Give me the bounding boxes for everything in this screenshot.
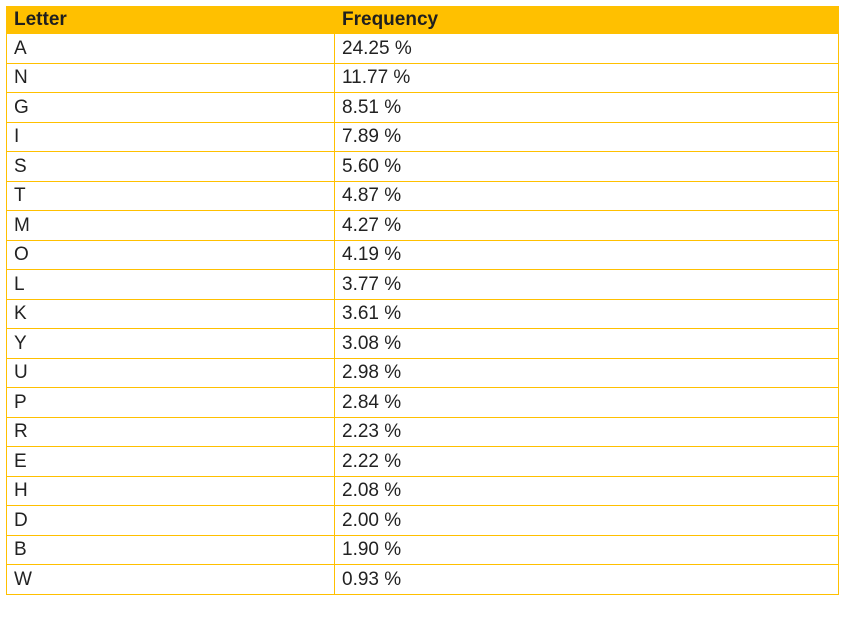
- letter-cell: P: [6, 387, 335, 418]
- table-row: I 7.89 %: [6, 121, 839, 152]
- frequency-cell: 4.19 %: [334, 239, 839, 270]
- table-row: P 2.84 %: [6, 387, 839, 418]
- table-row: Y 3.08 %: [6, 328, 839, 359]
- letter-cell: N: [6, 62, 335, 93]
- column-header-frequency: Frequency: [334, 6, 839, 34]
- frequency-cell: 11.77 %: [334, 62, 839, 93]
- table-row: R 2.23 %: [6, 416, 839, 447]
- table-row: S 5.60 %: [6, 151, 839, 182]
- table-row: A 24.25 %: [6, 33, 839, 64]
- letter-cell: I: [6, 121, 335, 152]
- letter-cell: A: [6, 33, 335, 64]
- letter-cell: W: [6, 564, 335, 595]
- column-header-letter: Letter: [6, 6, 335, 34]
- table-row: W 0.93 %: [6, 564, 839, 595]
- frequency-cell: 0.93 %: [334, 564, 839, 595]
- frequency-cell: 7.89 %: [334, 121, 839, 152]
- table-row: U 2.98 %: [6, 357, 839, 388]
- letter-cell: Y: [6, 328, 335, 359]
- table-row: K 3.61 %: [6, 298, 839, 329]
- letter-cell: H: [6, 475, 335, 506]
- table-row: N 11.77 %: [6, 62, 839, 93]
- letter-cell: U: [6, 357, 335, 388]
- letter-frequency-table: Letter Frequency A 24.25 % N 11.77 % G 8…: [6, 6, 839, 595]
- letter-cell: L: [6, 269, 335, 300]
- letter-cell: E: [6, 446, 335, 477]
- frequency-cell: 8.51 %: [334, 92, 839, 123]
- frequency-cell: 2.08 %: [334, 475, 839, 506]
- letter-cell: T: [6, 180, 335, 211]
- frequency-cell: 5.60 %: [334, 151, 839, 182]
- frequency-cell: 3.77 %: [334, 269, 839, 300]
- letter-cell: S: [6, 151, 335, 182]
- table-row: G 8.51 %: [6, 92, 839, 123]
- frequency-cell: 2.00 %: [334, 505, 839, 536]
- frequency-cell: 3.08 %: [334, 328, 839, 359]
- letter-cell: O: [6, 239, 335, 270]
- table-row: M 4.27 %: [6, 210, 839, 241]
- letter-cell: B: [6, 534, 335, 565]
- frequency-cell: 1.90 %: [334, 534, 839, 565]
- letter-cell: K: [6, 298, 335, 329]
- frequency-cell: 24.25 %: [334, 33, 839, 64]
- frequency-table-container: Letter Frequency A 24.25 % N 11.77 % G 8…: [6, 6, 839, 595]
- letter-cell: G: [6, 92, 335, 123]
- table-row: T 4.87 %: [6, 180, 839, 211]
- table-row: O 4.19 %: [6, 239, 839, 270]
- frequency-cell: 2.22 %: [334, 446, 839, 477]
- frequency-cell: 3.61 %: [334, 298, 839, 329]
- table-header-row: Letter Frequency: [6, 6, 839, 34]
- table-row: D 2.00 %: [6, 505, 839, 536]
- frequency-cell: 2.98 %: [334, 357, 839, 388]
- frequency-cell: 2.84 %: [334, 387, 839, 418]
- frequency-cell: 4.27 %: [334, 210, 839, 241]
- table-row: H 2.08 %: [6, 475, 839, 506]
- frequency-cell: 4.87 %: [334, 180, 839, 211]
- table-row: E 2.22 %: [6, 446, 839, 477]
- letter-cell: D: [6, 505, 335, 536]
- letter-cell: M: [6, 210, 335, 241]
- frequency-cell: 2.23 %: [334, 416, 839, 447]
- table-row: B 1.90 %: [6, 534, 839, 565]
- table-row: L 3.77 %: [6, 269, 839, 300]
- letter-cell: R: [6, 416, 335, 447]
